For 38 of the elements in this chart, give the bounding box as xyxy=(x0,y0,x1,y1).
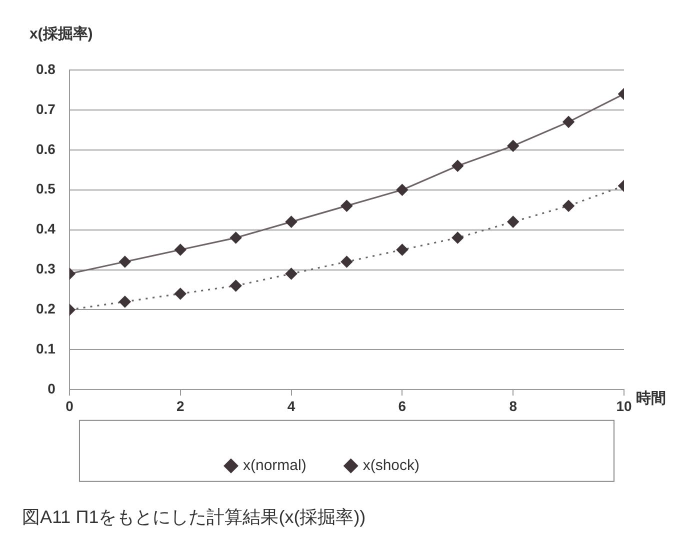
point xyxy=(340,200,353,212)
x-axis-title: 時間 xyxy=(636,390,666,408)
point xyxy=(507,216,519,228)
point xyxy=(452,232,464,244)
point xyxy=(285,268,298,280)
y-tick-label: 0.2 xyxy=(36,300,56,317)
point xyxy=(285,216,298,228)
point xyxy=(396,244,408,256)
point xyxy=(174,244,186,256)
y-axis-title: x(採掘率) xyxy=(29,24,93,43)
y-tick-label: 0.5 xyxy=(36,180,56,197)
point xyxy=(119,256,131,268)
point xyxy=(340,256,353,268)
point xyxy=(507,140,519,152)
legend-label: x(shock) xyxy=(362,457,420,474)
x-tick-label: 10 xyxy=(616,398,632,414)
y-tick-label: 0.7 xyxy=(36,100,56,117)
x-tick-label: 6 xyxy=(398,398,406,414)
point xyxy=(562,116,574,128)
point xyxy=(562,200,574,212)
y-tick-label: 0.8 xyxy=(36,60,56,77)
point xyxy=(396,184,408,196)
y-tick-label: 0 xyxy=(48,380,56,396)
point xyxy=(174,288,186,300)
point xyxy=(452,160,464,172)
point xyxy=(230,232,242,244)
point xyxy=(230,280,242,292)
x-tick-label: 2 xyxy=(176,398,184,414)
x-tick-label: 0 xyxy=(66,398,74,414)
y-tick-label: 0.6 xyxy=(36,140,56,157)
y-tick-label: 0.1 xyxy=(36,340,56,357)
y-tick-label: 0.3 xyxy=(36,260,56,277)
point xyxy=(119,296,131,308)
x-tick-label: 4 xyxy=(287,398,296,414)
x-tick-label: 8 xyxy=(509,398,518,414)
text: 図A11 Π1をもとにした計算結果(x(採掘率)) xyxy=(22,507,366,528)
legend-label: x(normal) xyxy=(242,457,306,474)
y-tick-label: 0.4 xyxy=(36,220,56,237)
